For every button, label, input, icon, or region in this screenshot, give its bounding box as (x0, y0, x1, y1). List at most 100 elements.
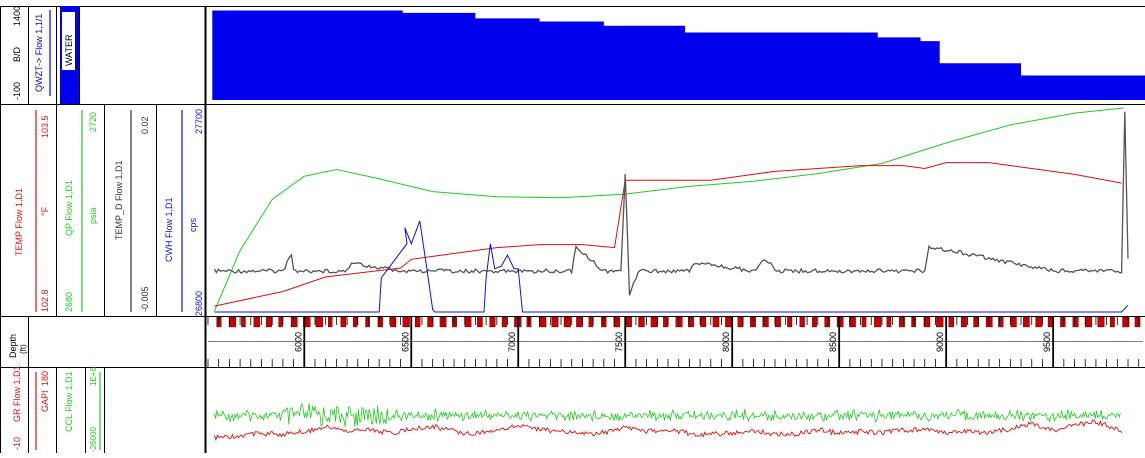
collar-marker (799, 316, 805, 328)
depth-tick-label: 7000 (507, 332, 517, 352)
collar-marker (464, 316, 472, 328)
temp-header-min: 102.8 (40, 289, 50, 312)
tempd-header-max: 0.02 (140, 116, 150, 134)
collar-marker (241, 316, 246, 328)
collar-marker (923, 316, 931, 328)
flow-header-min: -100 (12, 82, 22, 100)
collar-marker (1134, 316, 1141, 328)
collar-marker (365, 316, 370, 328)
depth-tick-label: 9500 (1042, 332, 1052, 352)
collar-marker (700, 316, 707, 328)
collar-marker (477, 316, 483, 328)
collar-marker (290, 316, 298, 328)
collar-marker (998, 316, 1004, 328)
curve-headers[interactable]: 102.8 TEMP Flow 1,D1 °F 103.5 2680 QP Fl… (14, 104, 204, 316)
collar-marker (712, 316, 720, 328)
collar-marker (1109, 316, 1115, 328)
temp-header-max: 103.5 (40, 115, 50, 138)
collar-marker (861, 316, 867, 328)
collar-marker (563, 316, 571, 328)
collar-marker (874, 316, 882, 328)
curve-track (213, 107, 1129, 313)
collar-marker (427, 316, 434, 328)
collar-marker (228, 316, 237, 328)
collar-marker (1072, 316, 1079, 328)
collar-marker (638, 316, 645, 328)
ccl-header-min: -26000 (89, 427, 98, 452)
collar-marker (911, 316, 916, 328)
collar-marker (613, 316, 620, 328)
ccl-header-name: CCL Flow 1,D1 (64, 371, 74, 432)
cwh-header-name: CWH Flow 1,D1 (164, 197, 174, 262)
gr-track (213, 402, 1123, 442)
cwh-header-unit: cps (188, 217, 198, 232)
collar-marker (328, 316, 333, 328)
collar-marker (576, 316, 583, 328)
collar-marker (750, 316, 756, 328)
collar-marker (352, 316, 358, 328)
collar-marker (948, 316, 954, 328)
collar-marker (787, 316, 793, 328)
collar-marker (390, 316, 397, 328)
depth-header: Depth (ft) (8, 316, 29, 367)
qp-header-unit: psia (88, 207, 98, 224)
temp-header-unit: °F (40, 206, 50, 216)
collar-marker (650, 316, 658, 328)
collar-marker (489, 316, 496, 328)
curve-temp-d-line (213, 111, 1129, 296)
depth-header-unit: (ft) (19, 344, 28, 354)
collar-marker (1035, 316, 1043, 328)
collar-marker (812, 316, 817, 328)
collar-marker (551, 316, 559, 328)
tempd-header-min: -0.005 (140, 286, 150, 312)
collar-marker (936, 316, 944, 328)
flow-curve-name: QWZT-> Flow 1,1/1 (34, 14, 44, 92)
depth-tick-label: 8000 (721, 332, 731, 352)
cwh-header-max: 27700 (194, 109, 204, 134)
collar-marker (501, 316, 507, 328)
collar-marker (266, 316, 272, 328)
water-label: WATER (64, 34, 74, 66)
collar-marker (836, 316, 844, 328)
gr-header-max: 180 (40, 371, 50, 386)
gr-line (213, 419, 1123, 442)
collar-marker (1010, 316, 1017, 328)
cwh-header-min: 26800 (194, 291, 204, 316)
collar-marker (898, 316, 905, 328)
collar-marker (1060, 316, 1066, 328)
collar-marker (737, 316, 744, 328)
gr-header-min: -10 (12, 437, 22, 450)
flow-header-max: 1400 (12, 6, 22, 26)
depth-tick-label: 6500 (400, 332, 410, 352)
collar-marker (725, 316, 732, 328)
collar-marker (687, 316, 694, 328)
qp-header-max: 2720 (88, 112, 98, 132)
collar-marker (1023, 316, 1030, 328)
depth-tick-label: 8500 (828, 332, 838, 352)
collar-marker (452, 316, 457, 328)
depth-tick-label: 9000 (935, 332, 945, 352)
collar-marker (340, 316, 347, 328)
collar-marker (762, 316, 769, 328)
collar-marker (824, 316, 831, 328)
curve-qp-line (213, 107, 1124, 312)
collar-marker (1122, 316, 1130, 328)
depth-track: 6000 6500 7000 7500 8000 8500 9000 9500 (207, 316, 1143, 367)
depth-tick-label: 6000 (293, 332, 303, 352)
collar-marker (402, 316, 410, 328)
ccl-header-max: 1E+6 (89, 367, 98, 386)
collar-marker (588, 316, 594, 328)
gr-headers[interactable]: GR Flow 1,D1 -10 GAPI 180 CCL Flow 1,D1 … (12, 365, 105, 453)
tempd-header-name: TEMP_D Flow 1,D1 (114, 160, 124, 240)
collar-marker (377, 316, 383, 328)
collar-marker (278, 316, 283, 328)
qp-header-name: QP Flow 1,D1 (64, 180, 74, 236)
flow-header-unit: B/D (12, 46, 22, 62)
collar-marker (960, 316, 967, 328)
flow-header[interactable]: -100 B/D 1400 QWZT-> Flow 1,1/1 WATER (12, 6, 80, 104)
depth-tick-label: 7500 (614, 332, 624, 352)
gr-header-unit: GAPI (40, 390, 50, 412)
collar-marker (886, 316, 892, 328)
